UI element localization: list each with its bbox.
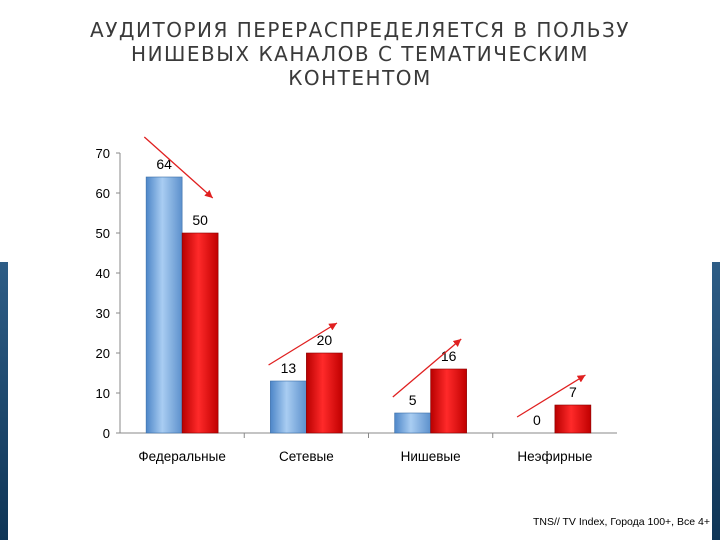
- bar-chart: 010203040506070Федеральные6450Сетевые132…: [96, 136, 617, 464]
- bar-series1: [145, 176, 183, 434]
- y-tick-label: 50: [96, 226, 110, 241]
- bar-series2: [306, 352, 343, 434]
- y-tick-label: 10: [96, 386, 110, 401]
- bar-series1: [394, 412, 431, 434]
- trend-arrow: [143, 136, 214, 199]
- y-tick-label: 40: [96, 266, 110, 281]
- bar-series2: [181, 232, 219, 434]
- y-tick-label: 70: [96, 146, 110, 161]
- data-label: 7: [569, 384, 577, 400]
- x-category-label: Сетевые: [279, 449, 334, 464]
- data-label: 20: [317, 332, 333, 348]
- data-label: 5: [409, 392, 417, 408]
- trend-arrow: [392, 338, 462, 398]
- data-label: 0: [533, 412, 541, 428]
- slide-title: АУДИТОРИЯ ПЕРЕРАСПРЕДЕЛЯЕТСЯ В ПОЛЬЗУ НИ…: [90, 18, 630, 90]
- data-label: 13: [281, 360, 297, 376]
- right-decor-band: [712, 262, 720, 540]
- x-category-label: Нишевые: [401, 449, 461, 464]
- left-decor-band: [0, 262, 8, 540]
- bar-series2: [430, 368, 467, 434]
- data-label: 16: [441, 348, 457, 364]
- trend-arrow: [268, 322, 338, 366]
- y-tick-label: 60: [96, 186, 110, 201]
- y-tick-label: 0: [103, 426, 110, 441]
- x-category-label: Федеральные: [138, 449, 225, 464]
- chart-panel: 0 10 20 30 40 50 60 70 Федеральные 64 50 Сетевые 13 2…: [60, 110, 660, 510]
- trend-arrow: [516, 374, 586, 418]
- data-label: 50: [192, 212, 208, 228]
- source-note: TNS// TV Index, Города 100+, Все 4+: [532, 516, 710, 528]
- bar-series1: [270, 380, 307, 434]
- x-category-label: Неэфирные: [517, 449, 592, 464]
- data-label: 64: [156, 156, 172, 172]
- bar-series2: [554, 404, 592, 434]
- y-tick-label: 30: [96, 306, 110, 321]
- y-tick-label: 20: [96, 346, 110, 361]
